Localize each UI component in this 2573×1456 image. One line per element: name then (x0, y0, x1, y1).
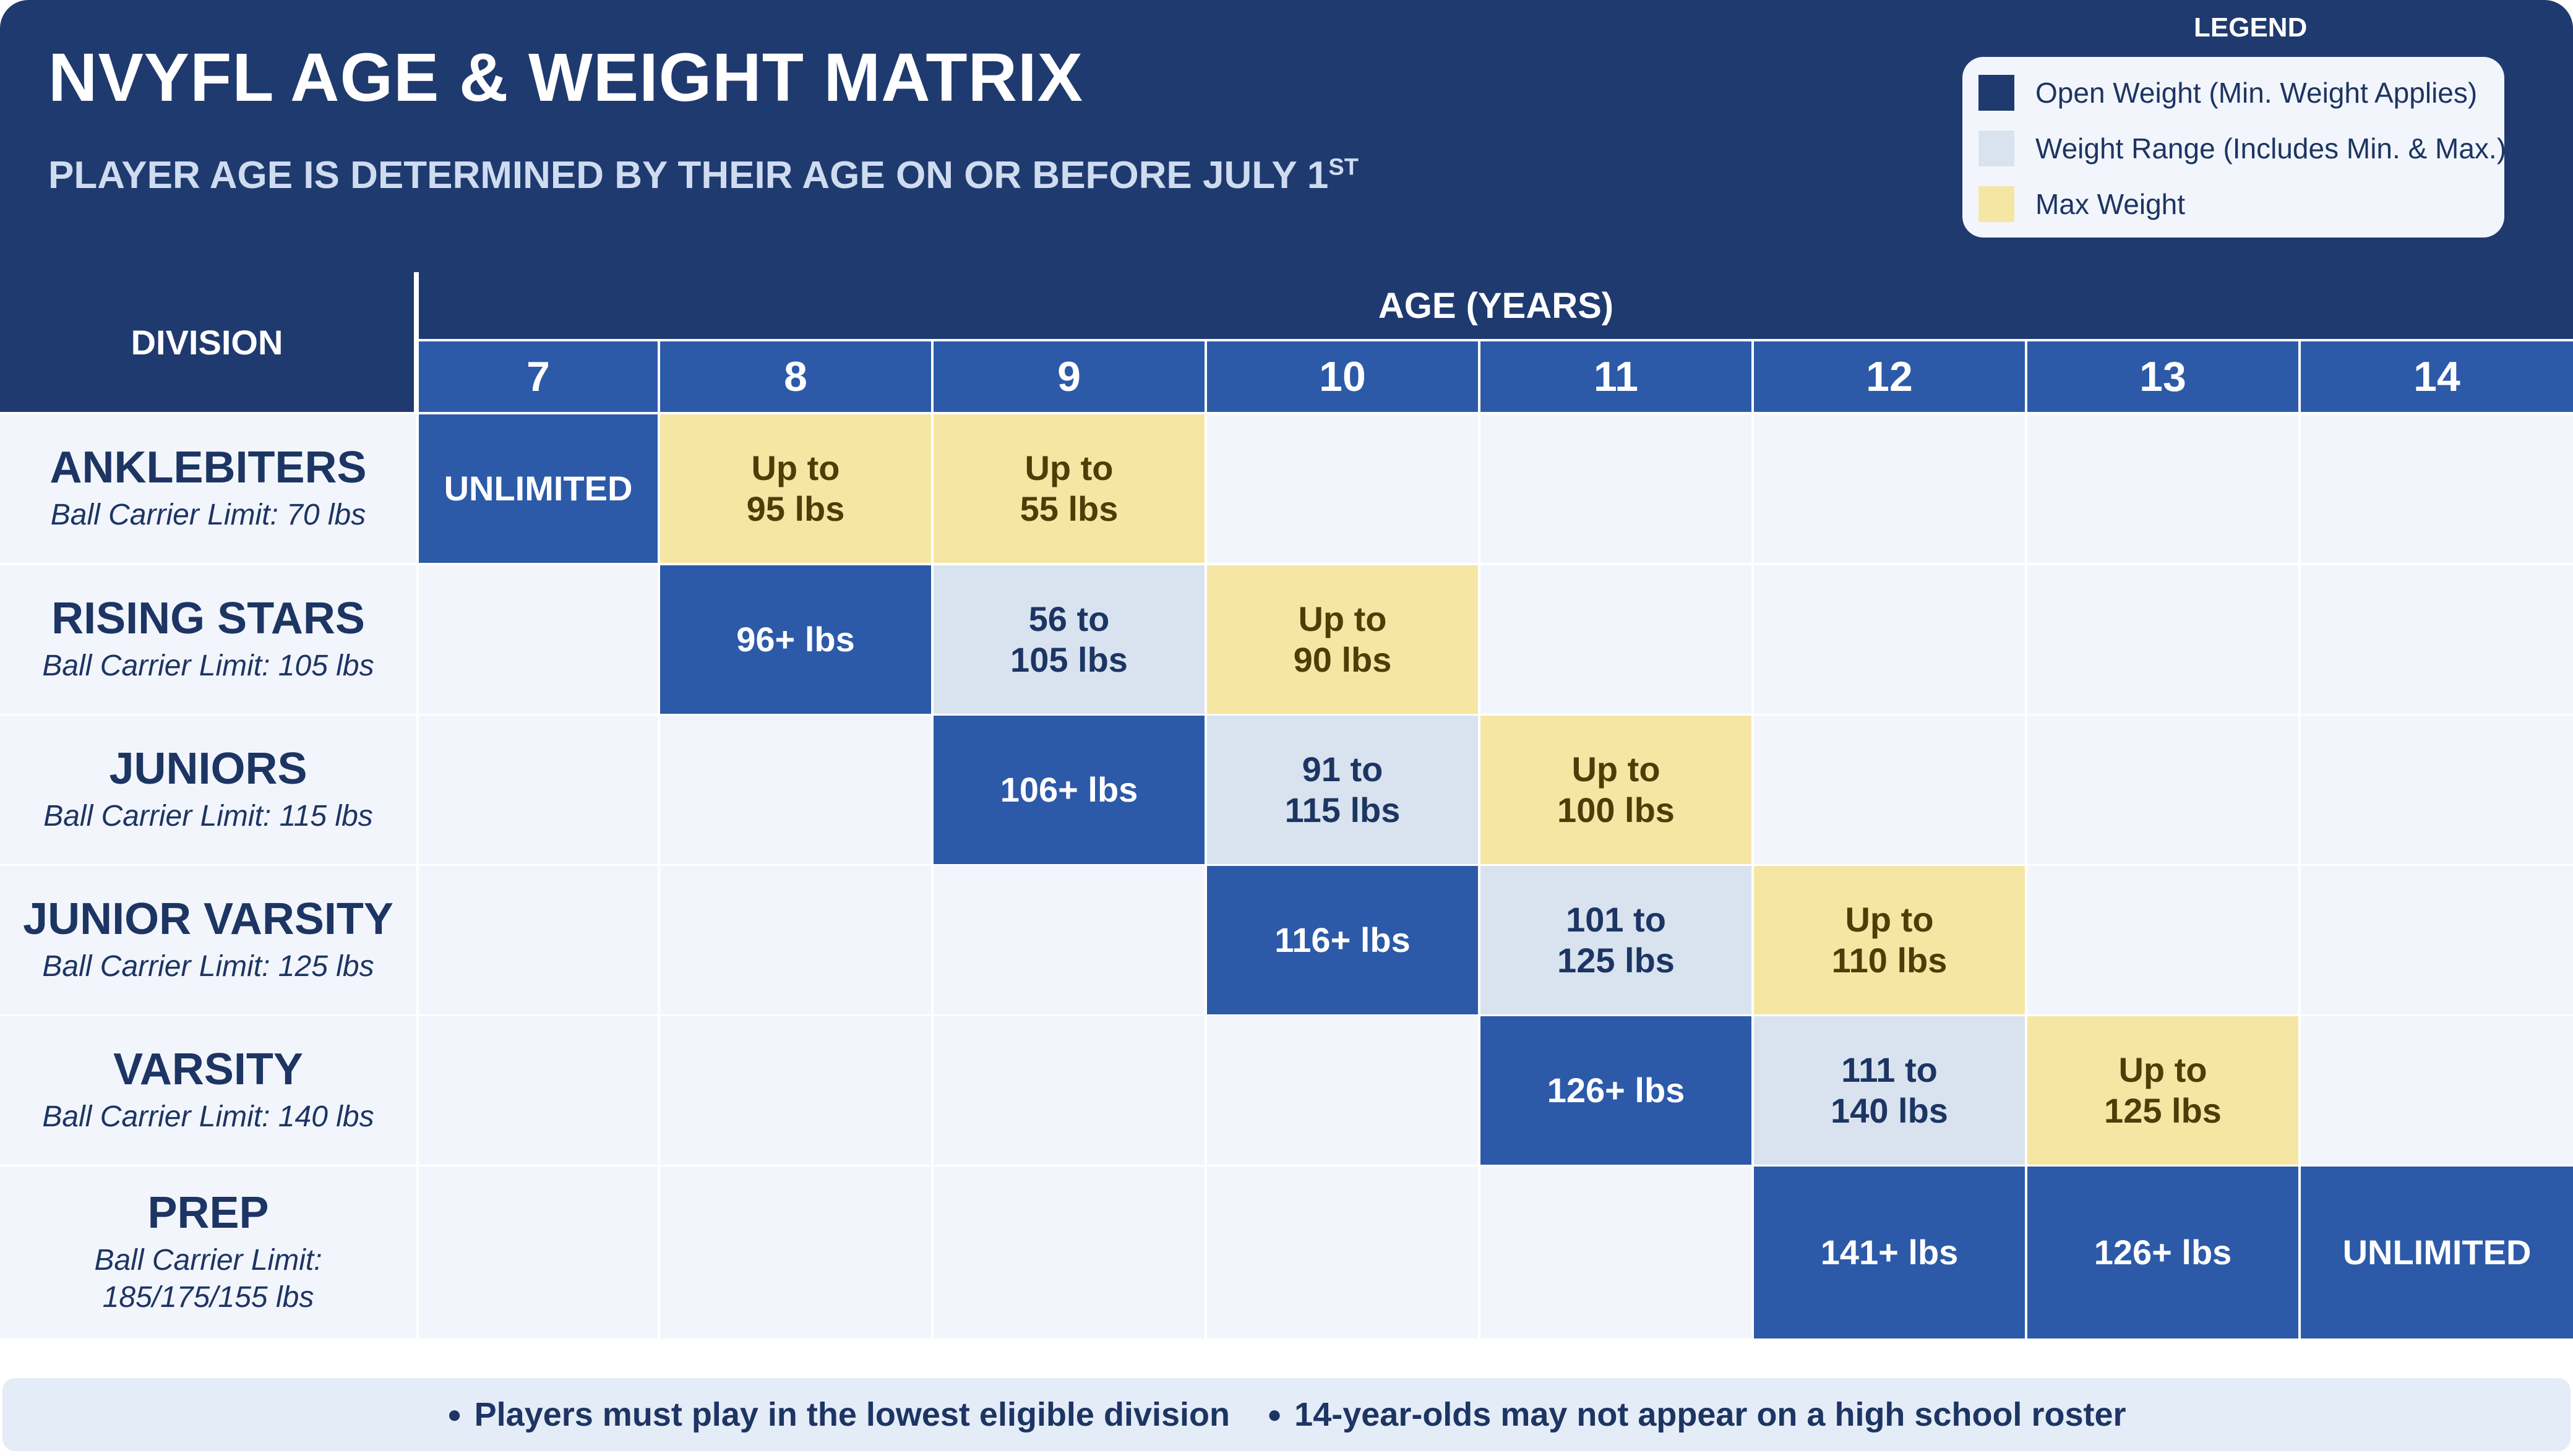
cell-empty (2301, 716, 2573, 864)
age-column-10: 10 (1207, 341, 1478, 412)
cell-empty (660, 866, 931, 1014)
cell-empty (660, 716, 931, 864)
cell-max-weight: Up to 55 lbs (934, 414, 1205, 563)
legend-swatch-weight-range (1978, 131, 2014, 166)
footer-note-text: 14-year-olds may not appear on a high sc… (1294, 1396, 2126, 1433)
cell-open-weight: 116+ lbs (1207, 866, 1478, 1014)
legend-item-max-weight: Max Weight (1978, 186, 2185, 223)
cell-empty (2027, 565, 2298, 714)
division-juniors: JUNIORS Ball Carrier Limit: 115 lbs (0, 716, 416, 864)
cell-empty (1207, 414, 1478, 563)
age-column-8: 8 (660, 341, 931, 412)
cell-open-weight: UNLIMITED (2301, 1167, 2573, 1338)
cell-max-weight: Up to 100 lbs (1480, 716, 1751, 864)
age-column-7: 7 (419, 341, 658, 412)
division-varsity: VARSITY Ball Carrier Limit: 140 lbs (0, 1016, 416, 1165)
division-rising-stars: RISING STARS Ball Carrier Limit: 105 lbs (0, 565, 416, 714)
age-column-14: 14 (2301, 341, 2573, 412)
cell-empty (419, 866, 658, 1014)
cell-empty (2301, 414, 2573, 563)
legend: Open Weight (Min. Weight Applies) Weight… (1962, 57, 2506, 238)
cell-empty (419, 1167, 658, 1338)
cell-empty (2301, 1016, 2573, 1165)
cell-empty (1754, 565, 2025, 714)
cell-range-weight: 91 to 115 lbs (1207, 716, 1478, 864)
legend-label-max-weight: Max Weight (2035, 188, 2186, 220)
legend-label-open-weight: Open Weight (Min. Weight Applies) (2035, 77, 2478, 109)
subtitle-text: PLAYER AGE IS DETERMINED BY THEIR AGE ON… (48, 154, 1329, 197)
cell-empty (934, 1016, 1205, 1165)
age-header: AGE (YEARS) (419, 272, 2573, 339)
cell-range-weight: 101 to 125 lbs (1480, 866, 1751, 1014)
bullet-icon: ● (447, 1400, 462, 1428)
cell-empty (2301, 565, 2573, 714)
header-banner: NVYFL AGE & WEIGHT MATRIX PLAYER AGE IS … (0, 0, 2573, 272)
age-column-13: 13 (2027, 341, 2298, 412)
ball-carrier-limit: Ball Carrier Limit: 105 lbs (42, 649, 374, 682)
legend-item-open-weight: Open Weight (Min. Weight Applies) (1978, 74, 2477, 111)
cell-empty (934, 866, 1205, 1014)
division-name: JUNIOR VARSITY (23, 894, 393, 944)
ball-carrier-limit: Ball Carrier Limit: 125 lbs (42, 949, 374, 983)
cell-open-weight: 96+ lbs (660, 565, 931, 714)
cell-empty (1754, 414, 2025, 563)
division-anklebiters: ANKLEBITERS Ball Carrier Limit: 70 lbs (0, 414, 416, 563)
legend-label-weight-range: Weight Range (Includes Min. & Max.) (2035, 132, 2507, 165)
age-column-12: 12 (1754, 341, 2025, 412)
cell-max-weight: Up to 125 lbs (2027, 1016, 2298, 1165)
cell-empty (2027, 716, 2298, 864)
cell-open-weight: 126+ lbs (2027, 1167, 2298, 1338)
division-name: PREP (147, 1188, 269, 1238)
cell-empty (419, 716, 658, 864)
cell-empty (419, 1016, 658, 1165)
cell-empty (1480, 414, 1751, 563)
ball-carrier-limit: Ball Carrier Limit: 140 lbs (42, 1100, 374, 1133)
cell-empty (1480, 1167, 1751, 1338)
subtitle-ordinal: ST (1328, 154, 1359, 181)
cell-empty (660, 1016, 931, 1165)
legend-swatch-max-weight (1978, 186, 2014, 222)
footer-note-text: Players must play in the lowest eligible… (474, 1396, 1230, 1433)
page-title: NVYFL AGE & WEIGHT MATRIX (48, 40, 1083, 116)
age-column-9: 9 (934, 341, 1205, 412)
cell-range-weight: 111 to 140 lbs (1754, 1016, 2025, 1165)
cell-empty (660, 1167, 931, 1338)
cell-empty (1480, 565, 1751, 714)
footer-note: ● 14-year-olds may not appear on a high s… (1267, 1395, 2126, 1434)
division-junior-varsity: JUNIOR VARSITY Ball Carrier Limit: 125 lb… (0, 866, 416, 1014)
footer-note: ● Players must play in the lowest eligibl… (447, 1395, 1230, 1434)
ball-carrier-limit: Ball Carrier Limit: 115 lbs (43, 799, 373, 833)
page-subtitle: PLAYER AGE IS DETERMINED BY THEIR AGE ON… (48, 153, 1359, 197)
bullet-icon: ● (1267, 1400, 1282, 1428)
footer-notes: ● Players must play in the lowest eligibl… (2, 1378, 2571, 1451)
ball-carrier-limit: Ball Carrier Limit: 70 lbs (50, 498, 366, 531)
division-name: RISING STARS (51, 594, 365, 644)
cell-max-weight: Up to 110 lbs (1754, 866, 2025, 1014)
cell-open-weight: 126+ lbs (1480, 1016, 1751, 1165)
cell-empty (934, 1167, 1205, 1338)
legend-swatch-open-weight (1978, 75, 2014, 111)
cell-open-weight: 106+ lbs (934, 716, 1205, 864)
cell-empty (2027, 866, 2298, 1014)
cell-empty (1207, 1016, 1478, 1165)
cell-range-weight: 56 to 105 lbs (934, 565, 1205, 714)
cell-max-weight: Up to 90 lbs (1207, 565, 1478, 714)
age-column-11: 11 (1480, 341, 1751, 412)
division-header: DIVISION (0, 272, 416, 412)
cell-empty (419, 565, 658, 714)
cell-empty (2027, 414, 2298, 563)
cell-max-weight: Up to 95 lbs (660, 414, 931, 563)
legend-item-weight-range: Weight Range (Includes Min. & Max.) (1978, 130, 2506, 167)
division-name: JUNIORS (109, 744, 307, 794)
cell-open-weight: 141+ lbs (1754, 1167, 2025, 1338)
cell-empty (1754, 716, 2025, 864)
cell-empty (2301, 866, 2573, 1014)
division-name: ANKLEBITERS (49, 443, 367, 493)
division-prep: PREP Ball Carrier Limit: 185/175/155 lbs (0, 1167, 416, 1338)
division-name: VARSITY (113, 1045, 303, 1095)
ball-carrier-limit: Ball Carrier Limit: 185/175/155 lbs (94, 1243, 322, 1314)
cell-empty (1207, 1167, 1478, 1338)
cell-open-weight: UNLIMITED (419, 414, 658, 563)
legend-title: LEGEND (2194, 12, 2308, 43)
